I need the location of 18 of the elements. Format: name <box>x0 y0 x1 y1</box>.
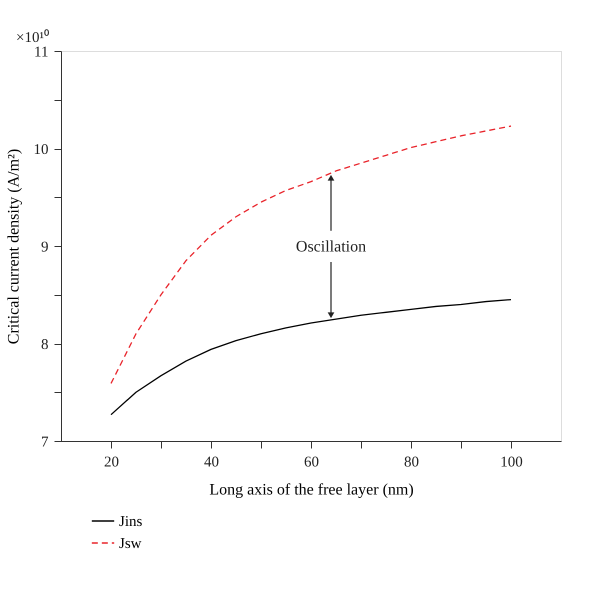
legend-label: Jsw <box>119 536 142 552</box>
line-series <box>110 125 512 384</box>
y-tick-label: 7 <box>41 434 49 450</box>
legend-label: Jins <box>119 514 143 530</box>
x-tick-label: 80 <box>404 454 419 470</box>
y-tick-label: 11 <box>34 44 48 60</box>
x-tick-label: 40 <box>204 454 219 470</box>
y-tick-label: 10 <box>34 142 48 158</box>
x-tick-label: 60 <box>304 454 319 470</box>
annotation: Oscillation <box>296 238 366 256</box>
text: ×10¹⁰ <box>16 29 49 46</box>
x-tick-label: 20 <box>104 454 119 470</box>
y-tick-label: 9 <box>41 240 48 256</box>
x-tick-label: 100 <box>500 454 523 470</box>
line-series <box>110 298 512 416</box>
x-axis-title: Long axis of the free layer (nm) <box>209 482 414 498</box>
y-tick-label: 8 <box>41 337 48 353</box>
y-axis-title: Critical current density (A/m²) <box>6 148 22 344</box>
